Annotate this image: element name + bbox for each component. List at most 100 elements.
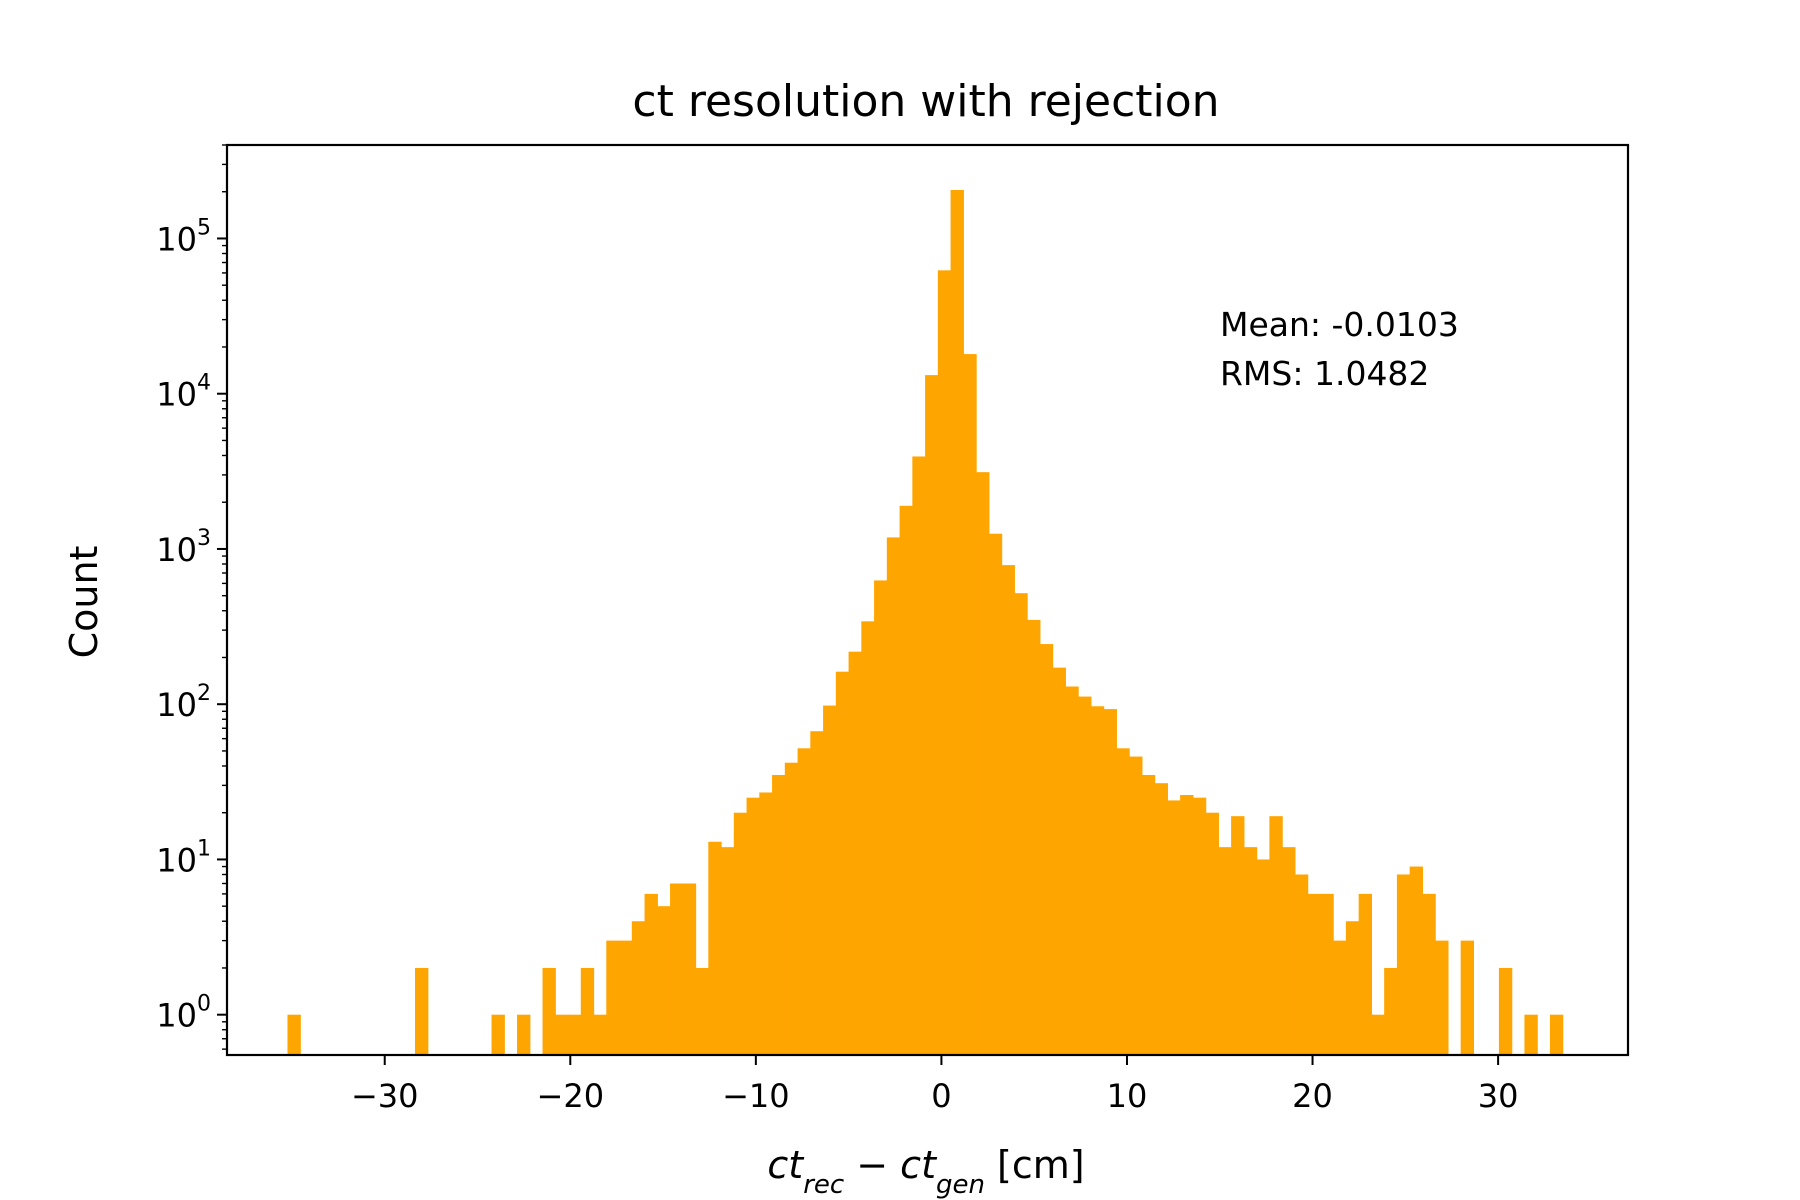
x-tick-label: 10 (1107, 1077, 1148, 1115)
x-tick-label: −30 (351, 1077, 419, 1115)
stats-mean: Mean: -0.0103 (1220, 305, 1459, 344)
histogram-bar (1269, 816, 1283, 1055)
histogram-bar (593, 1014, 607, 1055)
x-axis-label: ctrec − ctgen [cm] (767, 1143, 1084, 1200)
y-tick-label: 104 (156, 371, 211, 414)
y-tick-label: 101 (156, 836, 211, 879)
histogram-bar (1422, 893, 1436, 1055)
histogram-bar (1371, 1014, 1385, 1055)
histogram-bar (784, 762, 799, 1055)
histogram-bar (912, 456, 926, 1056)
histogram-bar (721, 847, 735, 1055)
histogram-bar (1167, 800, 1181, 1055)
histogram-bar (976, 472, 990, 1055)
histogram-bar (1014, 593, 1028, 1055)
histogram-bar (1396, 874, 1411, 1055)
histogram-bar (874, 580, 888, 1055)
x-tick-label: 0 (931, 1077, 951, 1115)
histogram-bar (988, 533, 1003, 1055)
plot-frame (225, 143, 1630, 1057)
histogram-bar (606, 940, 620, 1055)
histogram-bar (542, 967, 556, 1055)
histogram-bar (682, 883, 697, 1055)
histogram-bar (1243, 847, 1258, 1055)
histogram-bar (835, 671, 850, 1055)
histogram-bar (1320, 893, 1334, 1055)
histogram-bar (1065, 686, 1079, 1055)
histogram-bar (1078, 696, 1092, 1055)
histogram-bar (861, 621, 875, 1055)
histogram-bar (1358, 893, 1372, 1055)
histogram-bar (644, 893, 658, 1055)
histogram-bar (415, 967, 429, 1055)
histogram-bar (1218, 847, 1232, 1055)
x-tick-label: −20 (537, 1077, 605, 1115)
histogram-bar (287, 1014, 301, 1055)
y-tick-label: 102 (156, 681, 211, 724)
histogram-bar (619, 940, 633, 1055)
histogram-bar (1180, 795, 1194, 1055)
y-axis-ticks: 100 101 102 103 104 105 (156, 215, 227, 1035)
stats-rms: RMS: 1.0482 (1220, 354, 1429, 393)
x-tick-label: 30 (1478, 1077, 1519, 1115)
x-tick-label: 20 (1292, 1077, 1333, 1115)
histogram-bar (580, 967, 595, 1055)
histogram-bar (823, 705, 837, 1055)
histogram-bar (1039, 644, 1054, 1055)
histogram-bar (925, 375, 939, 1056)
histogram-bar (937, 270, 952, 1056)
y-tick-label: 105 (156, 215, 211, 258)
histogram-bar (1282, 847, 1296, 1055)
histogram-bars (287, 190, 1564, 1056)
chart-title: ct resolution with rejection (632, 76, 1219, 127)
histogram-bar (708, 841, 722, 1055)
histogram-bar (491, 1014, 505, 1055)
histogram-bar (1103, 709, 1117, 1055)
histogram-bar (759, 792, 773, 1055)
histogram-bar (695, 967, 709, 1055)
histogram-bar (1435, 940, 1449, 1055)
histogram-bar (1307, 893, 1321, 1055)
y-tick-label: 103 (156, 526, 211, 569)
histogram-bar (1498, 967, 1513, 1055)
histogram-bar (772, 774, 786, 1055)
histogram-bar (1205, 812, 1219, 1055)
histogram-bar (1090, 706, 1105, 1055)
histogram-bar (899, 505, 913, 1055)
y-axis-label: Count (62, 546, 106, 659)
histogram-bar (1027, 619, 1041, 1055)
histogram-bar (886, 537, 901, 1055)
histogram-bar (670, 883, 684, 1055)
histogram-bar (810, 731, 824, 1055)
histogram-bar (963, 354, 977, 1056)
histogram-bar (1524, 1014, 1538, 1055)
histogram-bar (555, 1014, 569, 1055)
histogram-bar (797, 748, 811, 1055)
histogram-bar (1549, 1014, 1564, 1055)
histogram-bar (1154, 783, 1168, 1055)
histogram-bar (568, 1014, 582, 1055)
histogram-bar (950, 190, 964, 1055)
histogram-bar (1116, 748, 1130, 1055)
histogram-bar (1384, 967, 1398, 1055)
histogram-bar (1231, 816, 1245, 1055)
histogram-bar (1001, 565, 1015, 1055)
histogram-bar (517, 1014, 531, 1055)
histogram-bar (1052, 667, 1066, 1055)
histogram-bar (1294, 874, 1309, 1055)
histogram-bar (1192, 797, 1207, 1055)
histogram-bar (733, 812, 748, 1055)
histogram-bar (746, 797, 760, 1055)
histogram-bar (848, 651, 862, 1055)
y-tick-label: 100 (156, 992, 211, 1035)
histogram-bar (1141, 774, 1156, 1055)
histogram-bar (631, 921, 646, 1055)
x-axis-ticks: −30 −20 −10 0 10 20 30 (351, 1055, 1519, 1115)
histogram-bar (1129, 756, 1143, 1055)
histogram-bar (1409, 866, 1424, 1055)
histogram-bar (1333, 940, 1347, 1055)
x-tick-label: −10 (722, 1077, 790, 1115)
histogram-bar (1345, 921, 1360, 1055)
histogram-bar (1256, 859, 1270, 1055)
